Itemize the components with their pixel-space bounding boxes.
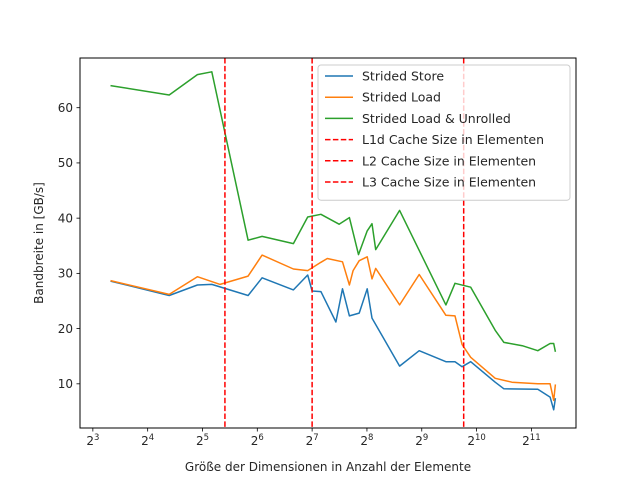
x-axis-title: Größe der Dimensionen in Anzahl der Elem… [185,460,471,474]
x-tick-label: 28 [360,433,373,448]
x-tick-label: 23 [86,433,99,448]
y-tick-label: 20 [58,322,73,336]
legend-label-1: Strided Store [362,69,444,84]
legend-label-6: L3 Cache Size in Elementen [362,175,536,190]
legend-label-4: L1d Cache Size in Elementen [362,132,544,147]
y-tick-label: 50 [58,156,73,170]
y-tick-label: 40 [58,211,73,225]
plot-lines [110,58,557,428]
y-axis-ticks: 10 20 30 40 50 60 [58,101,80,391]
y-tick-label: 60 [58,101,73,115]
x-tick-label: 210 [467,433,485,448]
series-line-2 [110,254,557,402]
x-tick-label: 211 [522,433,540,448]
y-tick-label: 30 [58,267,73,281]
series-line-1 [110,274,557,411]
axes-frame [79,57,577,429]
x-axis-ticks: 23 24 25 26 27 28 29 210 211 [86,428,541,448]
legend-label-2: Strided Load [362,90,441,105]
legend-box [317,64,571,201]
legend-label-5: L2 Cache Size in Elementen [362,153,536,168]
x-tick-label: 29 [415,433,428,448]
x-tick-label: 25 [196,433,209,448]
x-tick-label: 27 [306,433,319,448]
series-line-3 [110,71,557,352]
x-tick-label: 24 [141,433,154,448]
y-axis-title: Bandbreite in [GB/s] [32,182,46,304]
y-tick-label: 10 [58,377,73,391]
x-tick-label: 26 [251,433,264,448]
legend-label-3: Strided Load & Unrolled [362,111,511,126]
legend: Strided Store Strided Load Strided Load & … [317,64,571,201]
